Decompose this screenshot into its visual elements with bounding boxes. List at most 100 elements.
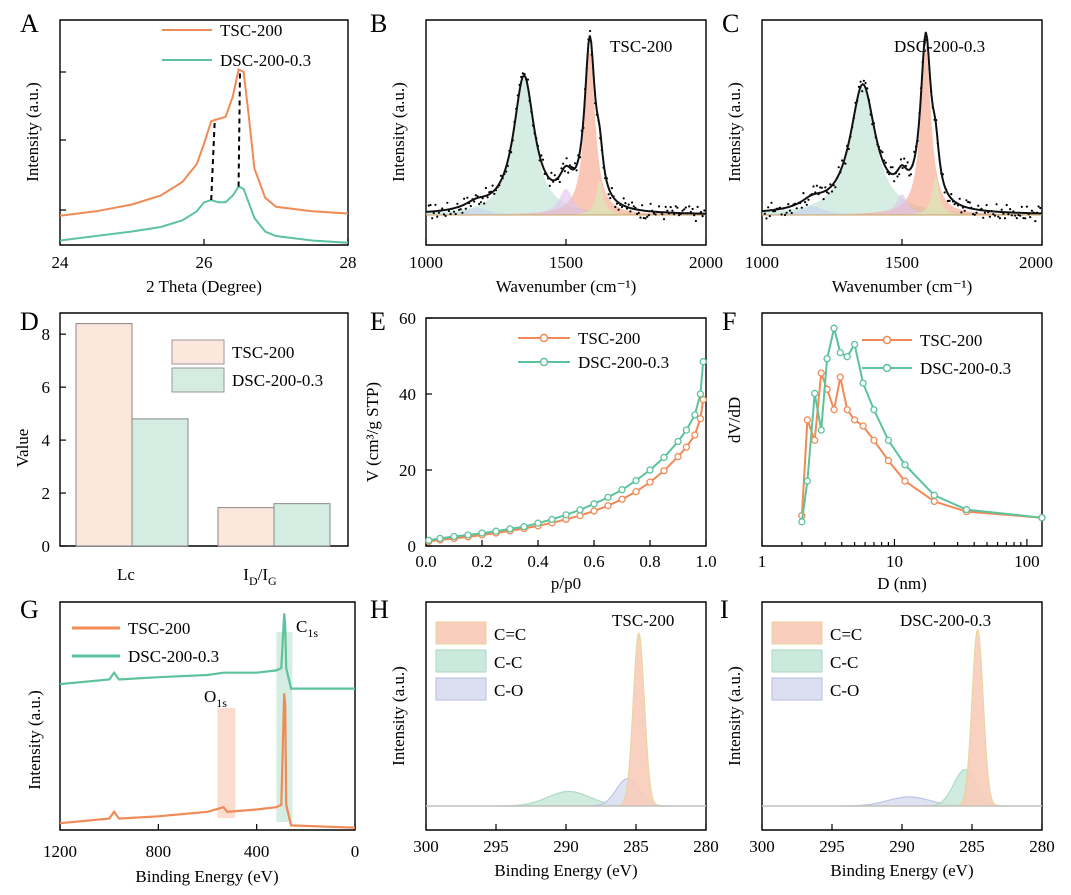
raman-data-point xyxy=(958,197,961,200)
raman-data-point xyxy=(570,165,573,168)
raman-data-point xyxy=(449,212,452,216)
raman-data-point xyxy=(434,203,437,206)
raman-data-point xyxy=(568,164,572,167)
panel-f-point xyxy=(803,416,812,424)
raman-data-point xyxy=(965,199,968,202)
raman-data-point xyxy=(562,162,565,165)
raman-data-point xyxy=(1030,209,1033,212)
raman-data-point xyxy=(802,192,805,195)
panel-i: I 300 295 290 285 280 Binding Energy (eV) In… xyxy=(720,595,1055,880)
raman-data-point xyxy=(1022,217,1025,220)
h-xticklabel: 295 xyxy=(483,837,509,856)
raman-data-point xyxy=(795,207,798,210)
raman-data-point xyxy=(499,174,503,177)
raman-data-point xyxy=(824,186,827,189)
panel-g-xticklabel: 1200 xyxy=(43,842,77,861)
panel-d-bar-tsc xyxy=(217,507,275,547)
panel-b-fit-curve xyxy=(425,35,706,215)
raman-data-point xyxy=(678,214,681,217)
panel-a-dashed-guide xyxy=(210,118,216,201)
panel-e-point xyxy=(548,515,556,524)
panel-d-legend-label: DSC-200-0.3 xyxy=(232,371,323,390)
raman-data-point xyxy=(647,214,651,217)
raman-data-point xyxy=(454,212,457,216)
panel-d-yticklabel: 2 xyxy=(42,484,51,503)
raman-data-point xyxy=(622,197,625,200)
panel-f-xticklabel: 10 xyxy=(886,552,903,571)
panel-letter-f: F xyxy=(722,307,736,336)
raman-data-point xyxy=(652,212,656,215)
panel-h-legend-label: C-C xyxy=(494,653,522,672)
raman-data-point xyxy=(639,216,642,219)
raman-data-point xyxy=(431,217,434,220)
panel-f-point xyxy=(836,373,844,381)
raman-data-point xyxy=(960,211,963,214)
raman-peak-d4 xyxy=(426,208,706,215)
raman-data-point xyxy=(822,198,825,201)
panel-g-legend-label: TSC-200 xyxy=(128,619,190,638)
panel-f-point xyxy=(859,422,867,430)
raman-data-point xyxy=(642,216,645,220)
raman-data-point xyxy=(441,207,444,210)
raman-data-point xyxy=(829,183,832,186)
panel-f-xticklabel: 1 xyxy=(758,552,767,571)
panel-f-point xyxy=(843,353,851,361)
panel-d-bars xyxy=(75,323,331,547)
panel-g-ticks: 1200 800 400 0 xyxy=(43,824,359,861)
raman-data-point xyxy=(662,218,666,221)
raman-data-point xyxy=(768,215,771,218)
panel-e-ticks: 0.0 0.2 0.4 0.6 0.8 1.0 0 20 40 60 xyxy=(399,309,717,571)
raman-data-point xyxy=(636,212,639,216)
panel-e-point xyxy=(436,534,444,543)
panel-e-point xyxy=(506,525,514,533)
raman-data-point xyxy=(666,209,669,212)
raman-data-point xyxy=(972,213,975,216)
raman-data-point xyxy=(881,151,884,154)
raman-data-point xyxy=(444,214,447,217)
panel-b-peak-fills xyxy=(426,48,706,216)
panel-e-legend-label: DSC-200-0.3 xyxy=(578,353,669,372)
panel-h-legend-swatch xyxy=(435,649,487,673)
raman-data-point xyxy=(617,208,620,211)
panel-c-fit-curve xyxy=(761,31,1042,215)
raman-data-point xyxy=(676,206,679,209)
panel-e-point xyxy=(691,411,699,419)
raman-data-point xyxy=(548,184,551,187)
panel-e-point xyxy=(632,476,640,485)
h-xticklabel: 290 xyxy=(553,837,579,856)
raman-data-point xyxy=(997,215,1000,218)
raman-data-point xyxy=(466,196,469,199)
i-xticklabel: 280 xyxy=(1029,837,1055,856)
raman-data-point xyxy=(631,201,634,204)
raman-data-point xyxy=(479,201,482,204)
raman-data-point xyxy=(943,191,946,194)
raman-data-point xyxy=(819,186,822,189)
raman-data-point xyxy=(463,197,466,200)
panel-f-point xyxy=(830,324,838,332)
panel-f-xticklabel: 100 xyxy=(1014,552,1040,571)
h-xticklabel: 300 xyxy=(413,837,439,856)
raman-data-point xyxy=(474,194,477,197)
raman-data-point xyxy=(575,169,578,172)
raman-data-point xyxy=(703,209,706,212)
panel-d-ylabel: Value xyxy=(13,429,32,468)
panel-g-c1s-label: C1s xyxy=(296,617,318,640)
panel-letter-c: C xyxy=(722,9,739,38)
raman-data-point xyxy=(953,203,956,206)
panel-e: E 0.0 0.2 0.4 0.6 0.8 1.0 0 20 40 60 p/p0 V (cm³/… xyxy=(363,307,717,593)
panel-d-legend-label: TSC-200 xyxy=(232,343,294,362)
panel-b-sample-label: TSC-200 xyxy=(610,37,672,56)
raman-data-point xyxy=(834,186,837,189)
raman-data-point xyxy=(459,208,462,211)
raman-data-point xyxy=(473,200,476,203)
panel-g-line-dsc xyxy=(59,613,355,690)
panel-e-yticklabel: 40 xyxy=(399,385,416,404)
panel-letter-e: E xyxy=(370,307,386,336)
raman-data-point xyxy=(901,166,904,170)
raman-data-point xyxy=(669,206,672,209)
panel-e-point xyxy=(604,502,612,510)
panel-e-point xyxy=(696,390,705,398)
panel-e-xticklabel: 0.0 xyxy=(415,552,436,571)
panel-c-ylabel: Intensity (a.u.) xyxy=(725,82,744,182)
panel-c-xticklabel: 1000 xyxy=(745,253,779,272)
